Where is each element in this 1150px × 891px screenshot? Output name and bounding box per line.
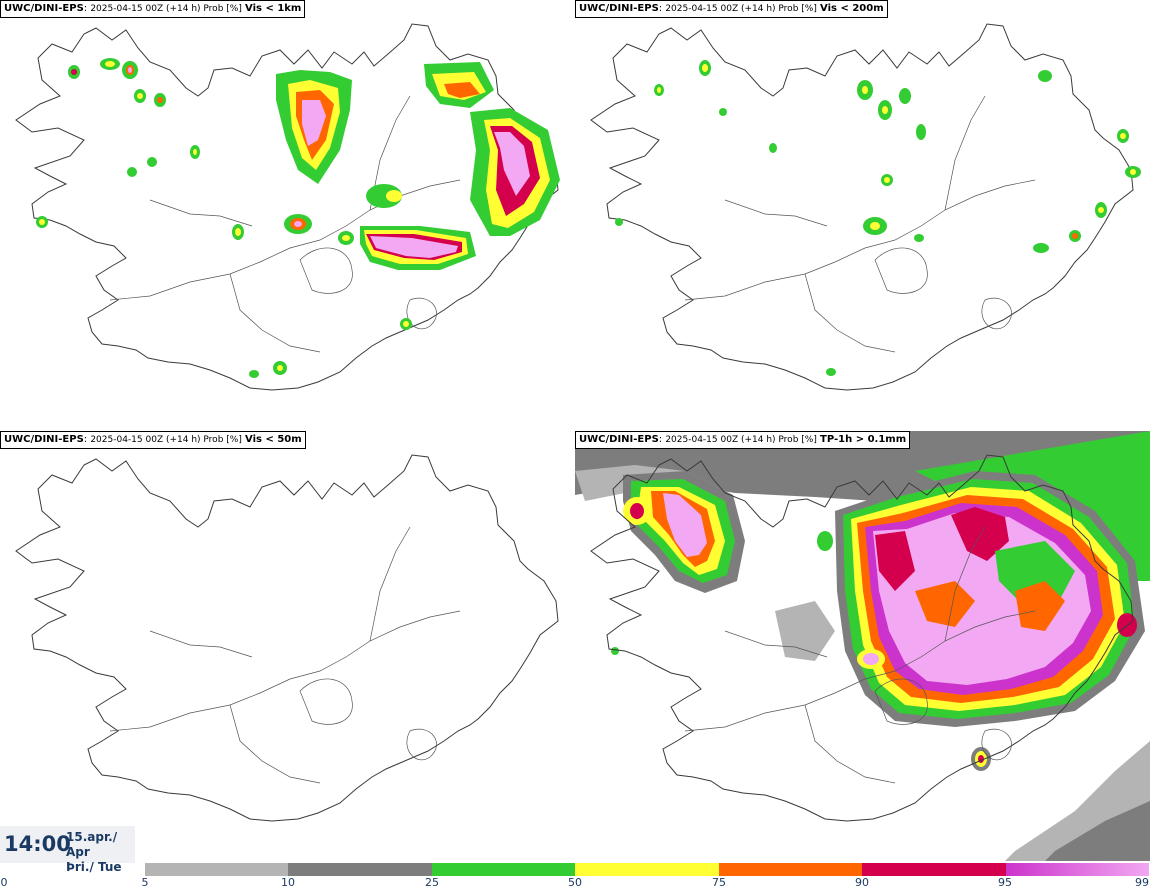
panel-label: UWC/DINI-EPS: 2025-04-15 00Z (+14 h) Pro… [0,0,306,18]
legend-tick: 10 [281,876,295,889]
legend-tick: 75 [712,876,726,889]
forecast-meta: 2025-04-15 00Z (+14 h) Prob [%] [665,435,817,445]
legend-segment-10-25 [288,863,432,876]
panel-label: UWC/DINI-EPS: 2025-04-15 00Z (+14 h) Pro… [575,431,911,449]
legend-segment-25-50 [432,863,575,876]
forecast-meta: 2025-04-15 00Z (+14 h) Prob [%] [90,4,242,14]
valid-date-weekday: Þri./ Tue [66,860,122,874]
legend-segment-50-75 [575,863,719,876]
forecast-meta: 2025-04-15 00Z (+14 h) Prob [%] [90,435,242,445]
model-name: UWC/DINI-EPS [579,3,659,14]
legend-tick: 0 [0,876,8,889]
legend-tick: 5 [141,876,149,889]
vis-1km-map [15,23,560,391]
map-panel-precip: UWC/DINI-EPS: 2025-04-15 00Z (+14 h) Pro… [575,431,1150,861]
vis-200m-probability-areas [615,60,1141,376]
legend-segment-5-10 [145,863,288,876]
variable-name: Vis < 50m [245,434,302,445]
precip-map [575,431,1150,861]
map-panel-vis-200m: UWC/DINI-EPS: 2025-04-15 00Z (+14 h) Pro… [575,0,1150,430]
legend-segment-75-90 [719,863,862,876]
vis-50m-map [15,454,559,822]
variable-name: Vis < 1km [245,3,302,14]
legend-tick: 95 [998,876,1012,889]
map-panel-vis-50m: UWC/DINI-EPS: 2025-04-15 00Z (+14 h) Pro… [0,431,575,861]
variable-name: TP-1h > 0.1mm [820,434,907,445]
legend-segment-95-99 [1006,863,1149,876]
legend-tick: 90 [855,876,869,889]
probability-colorbar [145,863,1149,876]
legend-tick: 99 [1135,876,1149,889]
map-panel-vis-1km: UWC/DINI-EPS: 2025-04-15 00Z (+14 h) Pro… [0,0,575,430]
vis-1km-probability-areas [36,58,560,378]
valid-date-month: 15.apr./ Apr [66,830,118,859]
model-name: UWC/DINI-EPS [579,434,659,445]
forecast-meta: 2025-04-15 00Z (+14 h) Prob [%] [665,4,817,14]
legend-segment-90-95 [862,863,1006,876]
model-name: UWC/DINI-EPS [4,3,84,14]
precip-probability-areas [575,431,1150,861]
valid-time-box: 14:00 15.apr./ Apr Þri./ Tue [0,826,135,874]
legend-tick: 25 [425,876,439,889]
panel-label: UWC/DINI-EPS: 2025-04-15 00Z (+14 h) Pro… [575,0,888,18]
panel-label: UWC/DINI-EPS: 2025-04-15 00Z (+14 h) Pro… [0,431,306,449]
valid-time: 14:00 [4,832,71,856]
model-name: UWC/DINI-EPS [4,434,84,445]
variable-name: Vis < 200m [820,3,884,14]
valid-date: 15.apr./ Apr Þri./ Tue [66,830,135,875]
legend-tick: 50 [568,876,582,889]
vis-200m-map [590,23,1141,391]
